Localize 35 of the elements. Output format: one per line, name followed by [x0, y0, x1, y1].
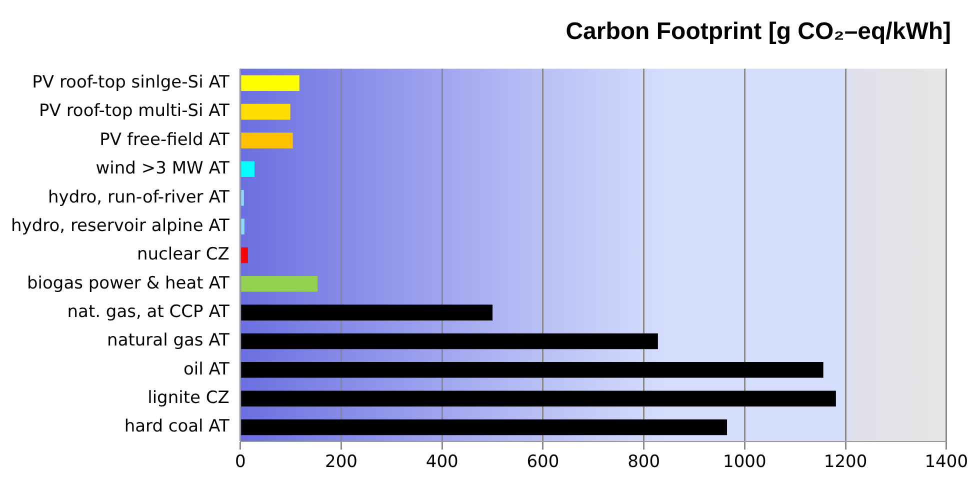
bar	[241, 75, 300, 92]
bar	[241, 161, 255, 178]
y-tick-label: PV roof-top sinlge-Si AT	[32, 72, 230, 93]
chart-title: Carbon Footprint [g CO₂–eq/kWh]	[566, 18, 951, 46]
bar	[241, 247, 248, 264]
y-tick-label: biogas power & heat AT	[26, 273, 230, 294]
x-tick-label: 1200	[824, 452, 868, 472]
x-tick-label: 1400	[924, 452, 968, 472]
y-tick-label: lignite CZ	[148, 388, 230, 408]
y-tick-label: hydro, reservoir alpine AT	[10, 216, 230, 236]
bar	[241, 104, 290, 120]
bar	[241, 276, 318, 292]
bar	[241, 362, 824, 378]
y-tick-label: nuclear CZ	[136, 244, 230, 265]
y-tick-label: PV free-field AT	[100, 130, 230, 150]
bar	[241, 190, 244, 206]
bar	[241, 218, 244, 234]
bar	[241, 132, 293, 148]
y-tick-label: hard coal AT	[124, 416, 230, 437]
x-tick-label: 800	[628, 452, 660, 472]
x-tick-label: 600	[526, 452, 560, 472]
x-tick-label: 0	[234, 452, 246, 472]
y-tick-label: nat. gas, at CCP AT	[67, 302, 230, 322]
bar	[241, 390, 836, 406]
x-tick-label: 200	[325, 452, 358, 472]
bar	[241, 304, 493, 320]
bar	[241, 419, 728, 436]
x-tick-label: 400	[426, 452, 458, 472]
bar	[241, 333, 658, 350]
y-tick-label: natural gas AT	[107, 330, 230, 351]
y-tick-label: oil AT	[183, 359, 230, 380]
y-tick-label: wind >3 MW AT	[96, 158, 230, 179]
y-tick-label: hydro, run-of-river AT	[48, 187, 230, 208]
x-tick-label: 1000	[723, 452, 766, 472]
y-tick-label: PV roof-top multi-Si AT	[39, 101, 230, 122]
